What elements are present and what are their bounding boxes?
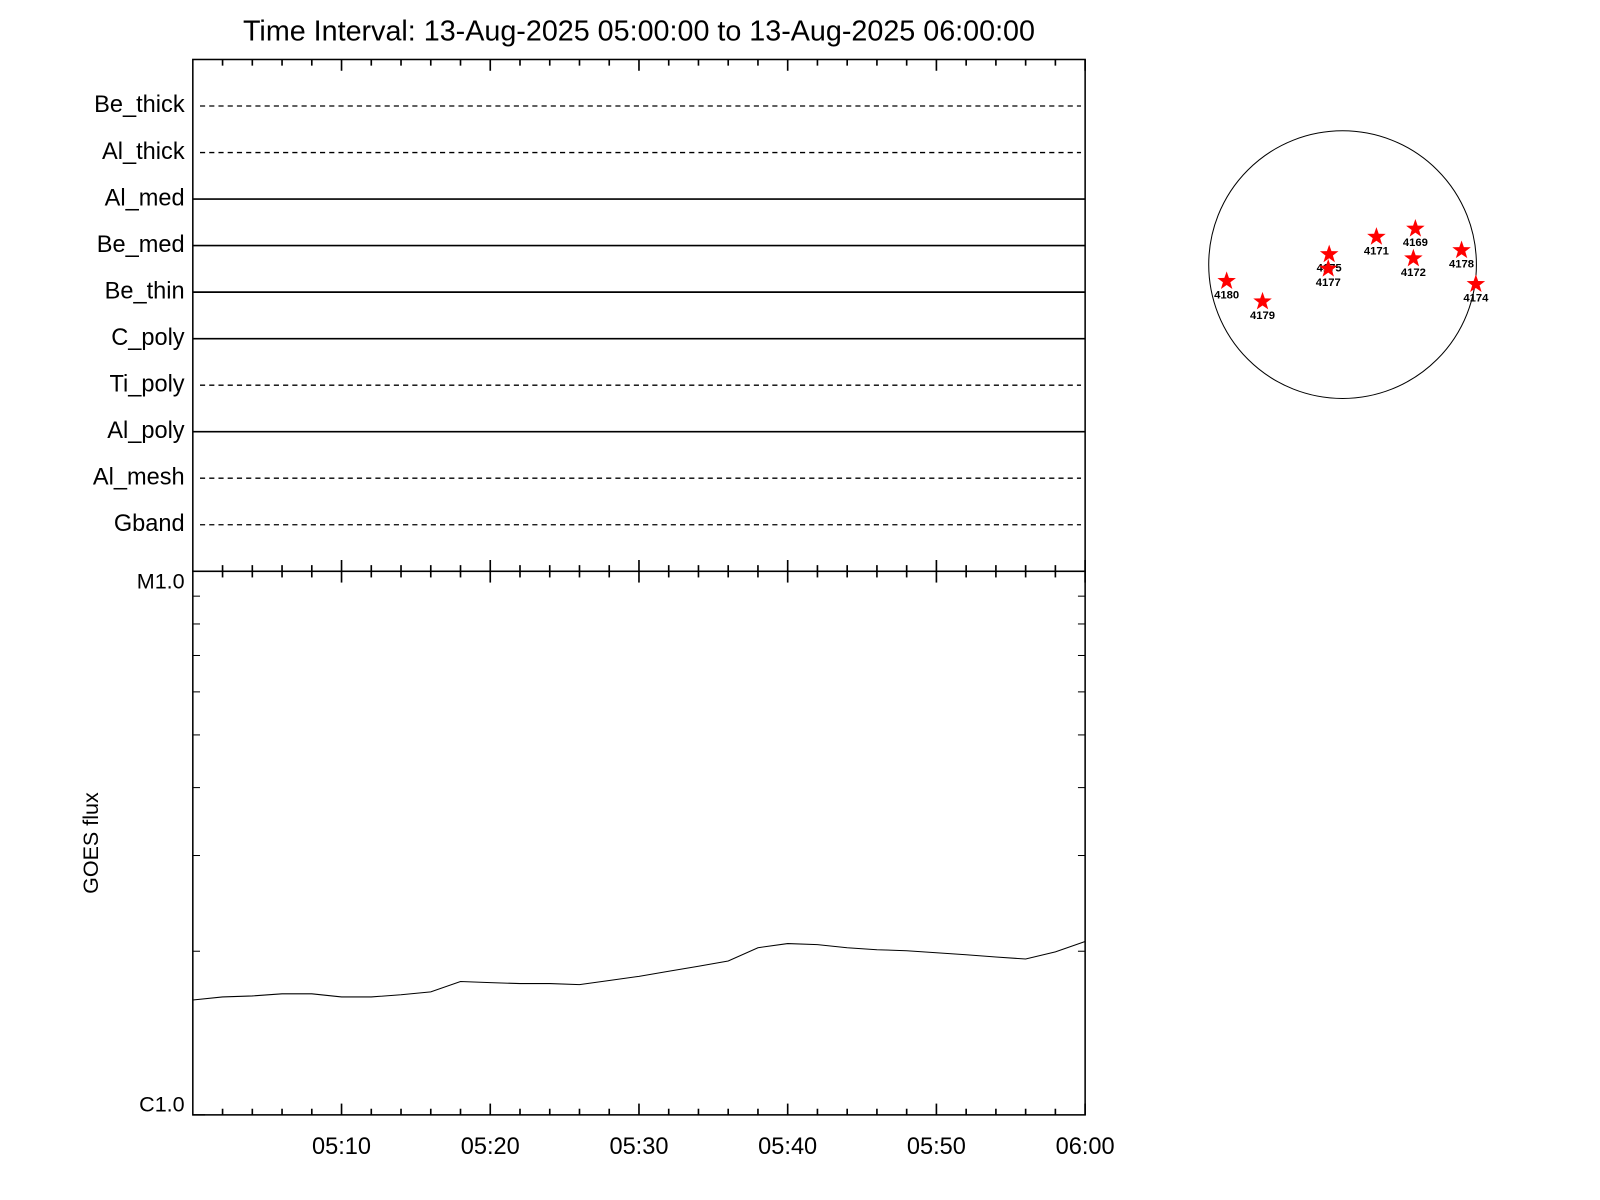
x-tick-label: 05:20 bbox=[461, 1133, 520, 1159]
filter-label: Be_thick bbox=[94, 91, 185, 117]
region-star bbox=[1319, 244, 1339, 263]
region-label: 4177 bbox=[1316, 277, 1341, 289]
region-label: 4171 bbox=[1364, 245, 1389, 257]
x-tick-label: 06:00 bbox=[1056, 1133, 1115, 1159]
plot-frame bbox=[192, 570, 1086, 1116]
filter-label: Gband bbox=[114, 510, 185, 536]
filter-label: Be_thin bbox=[105, 277, 185, 303]
region-label: 4180 bbox=[1214, 289, 1239, 301]
solar-disk bbox=[1208, 130, 1477, 399]
region-star bbox=[1253, 291, 1272, 310]
region-star bbox=[1404, 248, 1423, 267]
x-tick-label: 05:10 bbox=[312, 1133, 371, 1159]
region-label: 4169 bbox=[1403, 237, 1428, 249]
region-label: 4174 bbox=[1463, 293, 1489, 305]
filter-label: Al_med bbox=[105, 184, 185, 210]
y-tick-label: M1.0 bbox=[137, 569, 185, 593]
filter-panel-frame bbox=[192, 58, 1086, 573]
region-label: 4172 bbox=[1401, 267, 1426, 279]
region-label: 4178 bbox=[1449, 259, 1474, 271]
x-tick-label: 05:30 bbox=[609, 1133, 668, 1159]
region-star bbox=[1367, 227, 1386, 245]
x-tick-label: 05:40 bbox=[758, 1133, 817, 1159]
region-star bbox=[1452, 240, 1471, 259]
x-tick-label: 05:50 bbox=[907, 1133, 966, 1159]
region-star bbox=[1318, 259, 1338, 277]
filter-label: Be_med bbox=[97, 231, 185, 257]
region-star bbox=[1217, 271, 1236, 289]
y-tick-label: C1.0 bbox=[139, 1092, 184, 1116]
filter-label: Al_mesh bbox=[93, 463, 185, 489]
y-axis-label: GOES flux bbox=[79, 792, 103, 894]
filter-label: C_poly bbox=[111, 324, 185, 350]
chart-title: Time Interval: 13-Aug-2025 05:00:00 to 1… bbox=[243, 15, 1035, 47]
filter-label: Ti_poly bbox=[109, 370, 184, 396]
flux-line bbox=[192, 941, 1086, 1001]
filter-label: Al_thick bbox=[102, 138, 185, 164]
region-star bbox=[1406, 219, 1425, 237]
filter-label: Al_poly bbox=[107, 417, 185, 443]
region-label: 4179 bbox=[1250, 310, 1275, 322]
region-star bbox=[1466, 274, 1486, 293]
